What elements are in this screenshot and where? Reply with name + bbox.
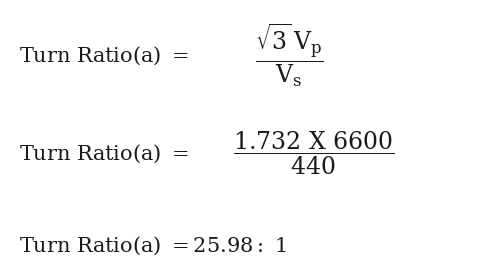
- Text: $\mathregular{Turn\ Ratio(a)}$ $=$: $\mathregular{Turn\ Ratio(a)}$ $=$: [19, 45, 189, 67]
- Text: $\mathregular{Turn\ Ratio(a)}$ $=$: $\mathregular{Turn\ Ratio(a)}$ $=$: [19, 142, 189, 165]
- Text: $\dfrac{1.732\ \mathrm{X}\ 6600}{440}$: $\dfrac{1.732\ \mathrm{X}\ 6600}{440}$: [233, 130, 395, 177]
- Text: $\dfrac{\sqrt{3}\,\mathrm{V_p}}{\mathrm{V_s}}$: $\dfrac{\sqrt{3}\,\mathrm{V_p}}{\mathrm{…: [256, 22, 324, 89]
- Text: $\mathregular{Turn\ Ratio(a)}$ $= 25.98:\ 1$: $\mathregular{Turn\ Ratio(a)}$ $= 25.98:…: [19, 234, 287, 257]
